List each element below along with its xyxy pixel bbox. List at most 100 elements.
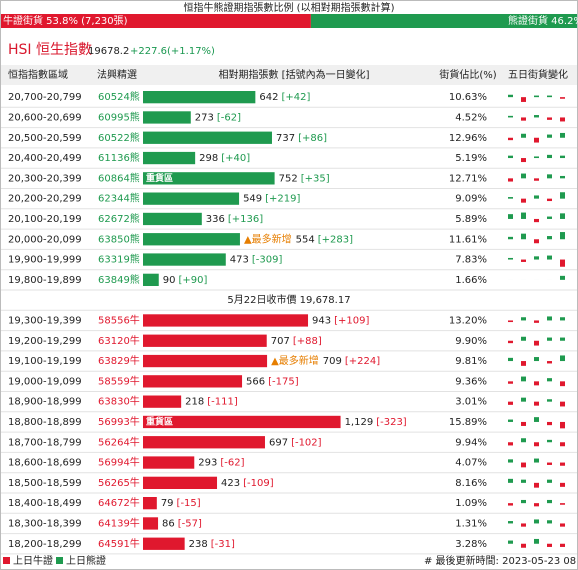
legend-bear: 上日熊證: [66, 554, 106, 567]
code[interactable]: 63830牛: [98, 395, 140, 408]
new-tag: ▲最多新增: [244, 232, 292, 245]
code[interactable]: 63319熊: [98, 253, 140, 266]
range: 19,300-19,399: [8, 315, 82, 326]
code[interactable]: 58559牛: [98, 374, 140, 387]
five-day-bar: [521, 97, 526, 102]
five-day-bar: [521, 499, 526, 504]
code[interactable]: 64139牛: [98, 516, 140, 529]
code[interactable]: 64672牛: [98, 496, 140, 509]
count-bar: [143, 476, 218, 489]
five-day-bar: [521, 317, 526, 321]
change: [-62]: [217, 112, 241, 123]
five-day-bar: [521, 376, 526, 382]
code[interactable]: 58556牛: [98, 313, 140, 326]
range: 18,800-18,899: [8, 417, 82, 428]
five-day-bar: [508, 257, 513, 260]
share: 5.89%: [455, 214, 487, 225]
five-day-bar: [521, 173, 526, 179]
count: 554: [296, 234, 315, 245]
header-bg: [1, 65, 577, 85]
count-bar: [143, 91, 256, 104]
five-day-bar: [508, 155, 513, 159]
share: 12.71%: [449, 173, 487, 184]
count: 1,129: [345, 417, 374, 428]
five-day-bar: [534, 417, 539, 422]
code[interactable]: 62672熊: [98, 212, 140, 225]
five-day-bar: [521, 361, 526, 366]
five-day-bar: [547, 198, 552, 202]
five-day-bar: [547, 337, 552, 341]
code[interactable]: 64591牛: [98, 537, 140, 550]
five-day-bar: [534, 401, 539, 406]
code[interactable]: 63850熊: [98, 232, 140, 245]
change: [+42]: [281, 92, 310, 103]
five-day-bar: [534, 458, 539, 463]
five-day-bar: [534, 178, 539, 181]
range: 18,600-18,699: [8, 458, 82, 469]
code[interactable]: 56265牛: [98, 476, 140, 489]
share: 11.61%: [449, 234, 487, 245]
count-bar: [143, 517, 159, 530]
share: 1.66%: [455, 275, 487, 286]
range: 20,100-20,199: [8, 214, 82, 225]
count-bar: [143, 233, 240, 246]
five-day-bar: [560, 192, 565, 199]
code[interactable]: 60995熊: [98, 110, 140, 123]
count: 752: [279, 173, 298, 184]
change: [-57]: [178, 518, 202, 529]
range: 18,500-18,599: [8, 478, 82, 489]
five-day-bar: [547, 134, 552, 138]
code[interactable]: 63849熊: [98, 273, 140, 286]
five-day-bar: [508, 94, 513, 98]
five-day-bar: [534, 218, 539, 223]
code[interactable]: 62344熊: [98, 192, 140, 205]
change: [-175]: [268, 376, 299, 387]
five-day-bar: [508, 178, 513, 182]
five-day-bar: [508, 197, 513, 199]
count: 218: [185, 397, 204, 408]
share: 10.63%: [449, 92, 487, 103]
count: 943: [312, 315, 331, 326]
column-header: 法興精選: [97, 68, 137, 81]
count: 566: [246, 376, 265, 387]
code[interactable]: 63120牛: [98, 334, 140, 347]
five-day-bar: [534, 239, 539, 244]
five-day-bar: [547, 439, 552, 443]
five-day-bar: [560, 442, 565, 447]
code[interactable]: 60864熊: [98, 171, 140, 184]
code[interactable]: 60524熊: [98, 90, 140, 103]
code[interactable]: 61136熊: [98, 151, 140, 164]
code[interactable]: 56993牛: [98, 415, 140, 428]
count: 549: [243, 194, 262, 205]
range: 18,300-18,399: [8, 518, 82, 529]
heavy-tag: 重貨區: [146, 172, 173, 184]
five-day-bar: [534, 195, 539, 199]
code[interactable]: 60522熊: [98, 131, 140, 144]
five-day-bar: [547, 421, 552, 426]
count-bar: [143, 395, 182, 408]
share: 4.07%: [455, 458, 487, 469]
count-bar: [143, 436, 265, 449]
five-day-bar: [521, 212, 526, 219]
code[interactable]: 63829牛: [98, 354, 140, 367]
five-day-bar: [521, 438, 526, 443]
code[interactable]: 56994牛: [98, 456, 140, 469]
five-day-bar: [547, 499, 552, 504]
code[interactable]: 56264牛: [98, 435, 140, 448]
legend-swatch: [56, 557, 63, 564]
five-day-bar: [547, 154, 552, 159]
five-day-bar: [560, 275, 565, 280]
five-day-bar: [534, 156, 539, 159]
column-header: 街貨佔比(%): [439, 68, 496, 81]
change: [+35]: [301, 173, 330, 184]
five-day-bar: [521, 133, 526, 138]
five-day-bar: [508, 137, 513, 141]
change: [+224]: [345, 356, 380, 367]
updated: # 最後更新時間: 2023-05-23 08: [424, 554, 576, 567]
count: 238: [189, 539, 208, 550]
share: 3.01%: [455, 397, 487, 408]
five-day-bar: [560, 421, 565, 429]
range: 19,900-19,999: [8, 255, 82, 266]
